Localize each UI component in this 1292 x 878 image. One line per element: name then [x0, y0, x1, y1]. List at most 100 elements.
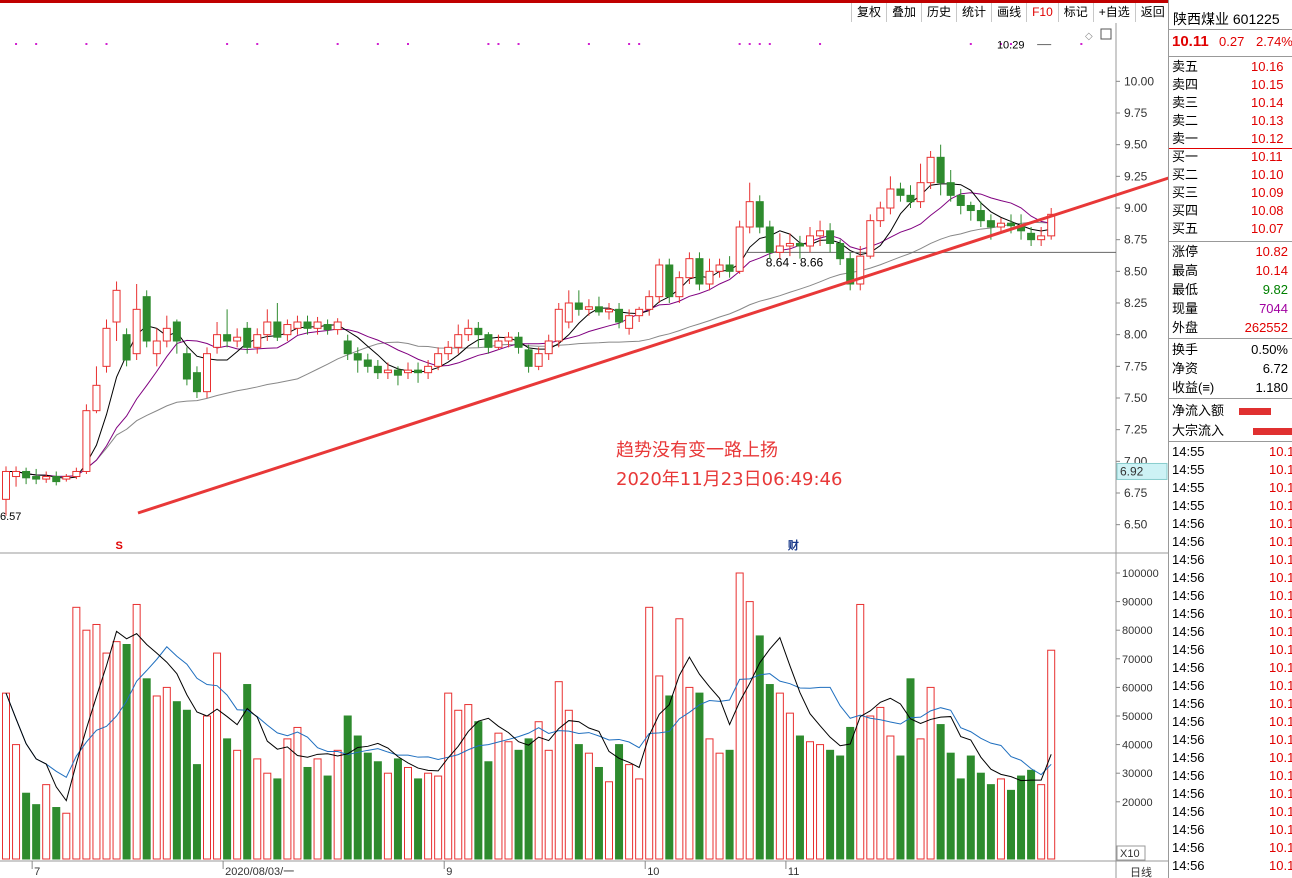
- x-tick-label: 9: [446, 866, 452, 878]
- order-price: 10.15: [1251, 77, 1284, 92]
- signal-dot: [497, 43, 500, 45]
- volume-bar: [846, 726, 855, 860]
- volume-bar: [514, 749, 523, 860]
- candle: [162, 327, 171, 342]
- y-tick-label: 9.75: [1124, 106, 1148, 120]
- volume-bar: [564, 709, 573, 860]
- candle: [42, 476, 51, 480]
- volume-bar: [243, 684, 252, 860]
- candle: [584, 306, 593, 310]
- volume-bar: [996, 778, 1005, 860]
- flow-row: 净流入额: [1169, 402, 1292, 420]
- volume-bar: [806, 741, 814, 860]
- tick-time: 14:56: [1172, 732, 1205, 747]
- kline-chart[interactable]: 10.00 9.75 9.50 9.25 9.00 8.75 8.50 8.25 8.00 7.7…: [0, 23, 1168, 878]
- candle: [715, 264, 724, 272]
- volume-bar: [946, 752, 955, 860]
- candle: [655, 264, 664, 298]
- toolbar-button[interactable]: 标记: [1057, 3, 1093, 22]
- tick-price: 10.1: [1269, 534, 1292, 549]
- volume-bar: [685, 686, 694, 860]
- volume-tick-label: 20000: [1122, 797, 1153, 809]
- stock-change: 0.27: [1219, 34, 1245, 49]
- candle: [383, 369, 392, 374]
- signal-dot: [517, 43, 520, 45]
- toolbar-button[interactable]: F10: [1026, 3, 1058, 22]
- volume-bar: [333, 749, 342, 860]
- flow-bar: [1239, 408, 1271, 415]
- toolbar-button[interactable]: 画线: [991, 3, 1027, 22]
- toolbar-button[interactable]: 复权: [851, 3, 887, 22]
- tick-row: 14:55 10.1: [1169, 461, 1292, 479]
- volume-bar: [12, 744, 21, 860]
- tick-time: 14:56: [1172, 804, 1205, 819]
- candle: [996, 222, 1005, 228]
- volume-bar: [554, 681, 563, 860]
- order-label: 卖四: [1172, 77, 1199, 92]
- candle: [92, 384, 101, 412]
- toolbar-button[interactable]: 历史: [921, 3, 957, 22]
- order-label: 买二: [1172, 167, 1199, 182]
- volume-bar: [856, 603, 865, 860]
- signal-dot: [487, 43, 490, 45]
- stock-price: 10.11: [1172, 33, 1209, 50]
- toolbar-button[interactable]: 叠加: [886, 3, 922, 22]
- tick-price: 10.1: [1269, 462, 1292, 477]
- y-tick-label: 9.50: [1124, 138, 1148, 152]
- candle: [725, 264, 734, 272]
- signal-dot: [758, 43, 761, 45]
- volume-bar: [223, 738, 232, 860]
- candle: [625, 315, 634, 329]
- candle: [976, 210, 985, 222]
- volume-bar: [745, 601, 754, 860]
- bid-ask-divider: [1169, 148, 1292, 149]
- volume-bar: [343, 715, 352, 860]
- toolbar-button[interactable]: 返回: [1134, 3, 1170, 22]
- toolbar-button[interactable]: 统计: [956, 3, 992, 22]
- candle: [544, 340, 553, 355]
- diamond-icon: ◇: [1085, 31, 1093, 42]
- volume-bar: [203, 715, 211, 860]
- order-price: 10.09: [1251, 185, 1284, 200]
- candle: [514, 336, 523, 348]
- volume-bar: [273, 778, 282, 860]
- order-price: 10.11: [1251, 149, 1283, 164]
- tick-price: 10.1: [1269, 642, 1292, 657]
- quote-label: 现量: [1172, 301, 1199, 316]
- candle: [404, 369, 412, 374]
- candle: [323, 324, 332, 331]
- order-label: 卖五: [1172, 59, 1199, 74]
- volume-bar: [2, 692, 10, 860]
- volume-bar: [615, 744, 624, 860]
- volume-bar: [665, 695, 674, 860]
- flow-label: 净流入额: [1172, 403, 1225, 418]
- candle: [233, 336, 242, 342]
- candle: [946, 182, 955, 196]
- order-book-row: 买二 10.10: [1169, 166, 1292, 184]
- stock-change-pct: 2.74%: [1256, 34, 1292, 49]
- candle: [142, 296, 151, 342]
- candle: [373, 365, 382, 374]
- candle: [806, 235, 814, 247]
- tick-price: 10.1: [1269, 444, 1292, 459]
- volume-bar: [132, 603, 141, 860]
- tick-time: 14:56: [1172, 660, 1205, 675]
- volume-bar: [464, 704, 473, 860]
- volume-bar: [92, 623, 101, 860]
- tick-price: 10.1: [1269, 480, 1292, 495]
- volume-bar: [594, 766, 603, 860]
- tick-time: 14:56: [1172, 570, 1205, 585]
- volume-bar: [916, 738, 925, 860]
- signal-dot: [738, 43, 741, 45]
- toolbar-button[interactable]: +自选: [1092, 3, 1135, 22]
- stats-row: 收益(≡) 1.180: [1169, 379, 1292, 397]
- volume-bar: [162, 686, 171, 860]
- candle: [524, 349, 533, 367]
- tick-price: 10.1: [1269, 875, 1292, 878]
- volume-bar: [775, 692, 784, 860]
- y-tick-label: 9.25: [1124, 169, 1148, 183]
- volume-bar: [816, 744, 825, 860]
- volume-bar: [152, 695, 161, 860]
- tick-row: 14:55 10.1: [1169, 479, 1292, 497]
- signal-dot: [628, 43, 631, 45]
